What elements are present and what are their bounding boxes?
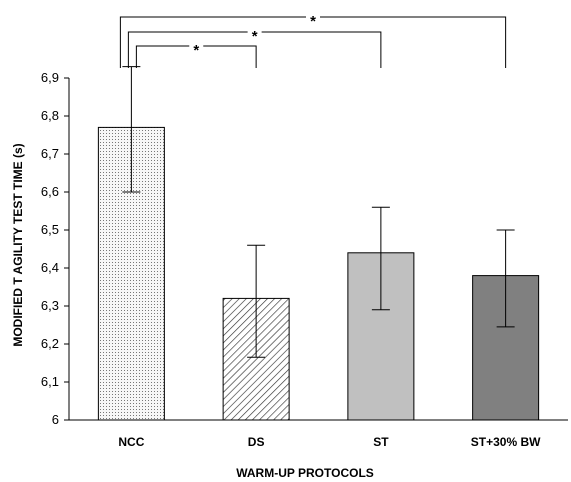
significance-star: * [310, 13, 316, 30]
y-tick-label: 6,2 [41, 336, 59, 351]
star-mask [306, 12, 320, 22]
star-mask [247, 27, 262, 37]
significance-brackets: * * * [119, 12, 507, 68]
axes: 6 6,1 6,2 6,3 6,4 6,5 6,6 6,7 6,8 6,9 [41, 70, 568, 427]
x-tick-label: NCC [118, 435, 144, 449]
significance-star: * [193, 42, 199, 59]
bars-group: NCC DS ST ST+30% BW [97, 126, 541, 449]
y-tick-label: 6,8 [41, 108, 59, 123]
error-bars-group [122, 66, 515, 358]
x-tick-label: ST [373, 435, 389, 449]
y-tick-label: 6 [52, 412, 59, 427]
y-tick-label: 6,5 [41, 222, 59, 237]
x-tick-label: ST+30% BW [471, 435, 541, 449]
y-tick-label: 6,9 [41, 70, 59, 85]
y-tick-label: 6,1 [41, 374, 59, 389]
y-tick-label: 6,6 [41, 184, 59, 199]
y-axis-title: MODIFIED T AGILITY TEST TIME (s) [11, 143, 25, 346]
significance-star: * [252, 28, 258, 45]
x-axis-title: WARM-UP PROTOCOLS [236, 466, 374, 480]
y-tick-label: 6,7 [41, 146, 59, 161]
star-mask [189, 41, 204, 51]
y-tick-label: 6,3 [41, 298, 59, 313]
y-tick-label: 6,4 [41, 260, 59, 275]
x-tick-label: DS [248, 435, 265, 449]
